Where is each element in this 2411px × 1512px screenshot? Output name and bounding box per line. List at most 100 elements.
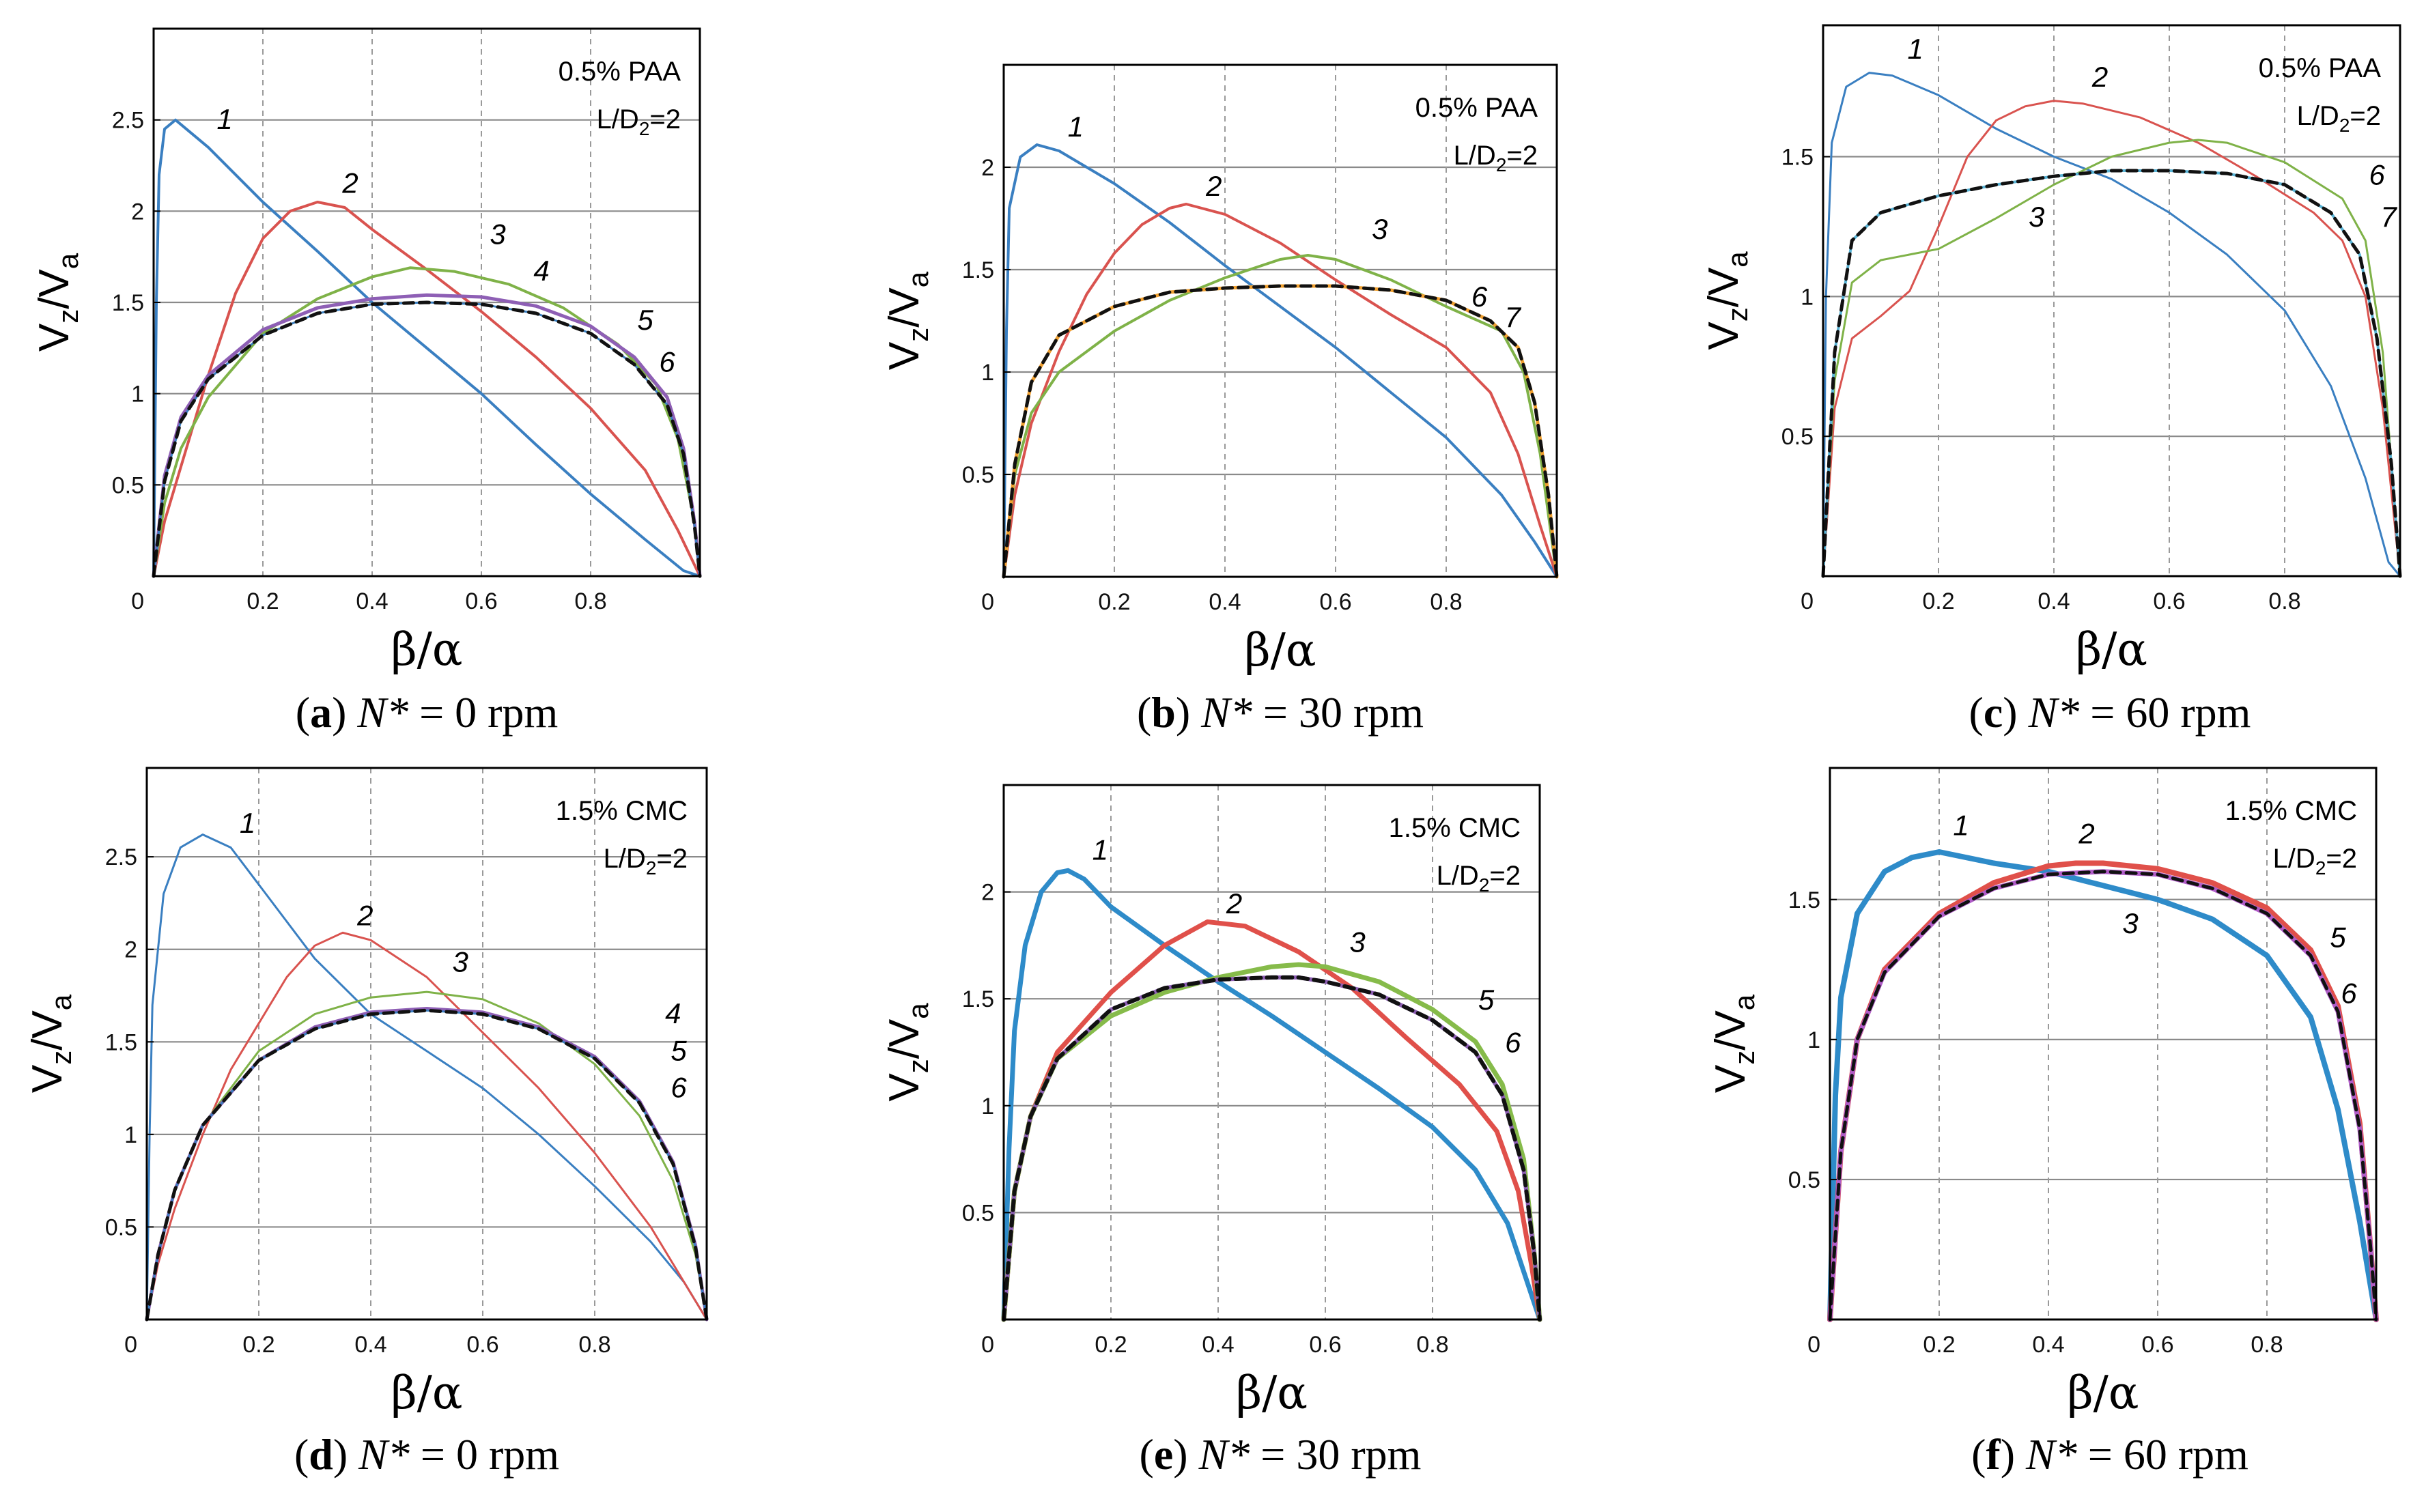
panel-caption: (a) N* = 0 rpm (296, 688, 559, 737)
curve-label: 5 (671, 1034, 687, 1066)
curve-label: 1 (1908, 33, 1923, 65)
curve-label: 6 (2369, 158, 2386, 190)
x-tick-label: 0.2 (246, 588, 279, 614)
series-curve-2 (1002, 203, 1558, 578)
series-curve-6 (152, 300, 702, 578)
chart-panel-f: 1 2 3 5 6 0.5 1 1.5 0 0.2 0.4 0.6 0.8 β/α Vz/Va 1.5% CM… (1707, 767, 2379, 1479)
series-curve-1 (1822, 72, 2401, 577)
curve-label: 6 (659, 346, 675, 378)
axes-frame (1822, 24, 2401, 577)
series-curve-2 (1822, 100, 2401, 577)
x-tick-label: 0.8 (1430, 589, 1462, 615)
series-curve-6 (145, 1008, 709, 1322)
y-axis-label: Vz/Va (1700, 251, 1753, 350)
y-tick-label: 1.5 (1781, 145, 1814, 171)
curve-label: 3 (1372, 213, 1387, 245)
x-axis-label: β/α (1245, 624, 1316, 676)
curve-label: 1 (1953, 809, 1969, 841)
y-tick-label: 1.5 (112, 290, 144, 316)
x-tick-label: 0 (981, 589, 994, 615)
x-tick-label: 0.4 (1202, 1332, 1234, 1358)
series-curve-1 (145, 833, 708, 1321)
x-tick-label: 0.6 (465, 588, 497, 614)
axes-frame (1829, 767, 2378, 1321)
curve-label: 7 (2380, 201, 2397, 233)
x-tick-label: 0.6 (1309, 1332, 1341, 1358)
curve-label: 6 (1471, 281, 1488, 313)
legend-ratio: L/D2=2 (1454, 141, 1538, 175)
plot-area (1823, 25, 2400, 576)
x-tick-label: 0 (124, 1332, 137, 1358)
x-axis-label: β/α (2068, 1367, 2139, 1419)
legend-ratio: L/D2=2 (597, 104, 681, 139)
y-axis-label: Vz/Va (881, 271, 934, 370)
panel-caption: (f) N* = 60 rpm (1971, 1430, 2248, 1479)
curve-label: 1 (1092, 834, 1108, 866)
x-tick-label: 0.6 (466, 1332, 498, 1358)
x-tick-label: 0.8 (2251, 1332, 2283, 1358)
x-tick-label: 0.8 (2268, 588, 2300, 614)
x-tick-label: 0.4 (354, 1332, 386, 1358)
x-tick-label: 0.6 (1319, 589, 1351, 615)
curve-label: 3 (490, 218, 505, 250)
y-tick-label: 0.5 (1788, 1167, 1820, 1193)
panel-caption: (c) N* = 60 rpm (1969, 688, 2251, 737)
y-tick-label: 0.5 (962, 1200, 994, 1226)
x-tick-label: 0.8 (574, 588, 606, 614)
y-tick-label: 2 (131, 199, 144, 225)
y-axis-label: Vz/Va (24, 994, 77, 1093)
legend-ratio: L/D2=2 (604, 844, 688, 879)
legend-fluid: 1.5% CMC (2225, 796, 2357, 826)
curve-label: 6 (671, 1072, 687, 1104)
x-tick-label: 0.2 (242, 1332, 274, 1358)
axes-frame (145, 767, 708, 1321)
y-tick-label: 0.5 (105, 1214, 137, 1240)
series-curve-6 (1828, 870, 2378, 1322)
x-tick-label: 0.4 (356, 588, 388, 614)
curve-label: 3 (1349, 926, 1365, 958)
series-curve-1 (1827, 849, 2379, 1322)
curve-label: 7 (1505, 301, 1522, 333)
x-tick-label: 0.8 (578, 1332, 610, 1358)
panel-caption: (d) N* = 0 rpm (294, 1430, 559, 1479)
y-tick-label: 1 (981, 360, 994, 386)
x-tick-label: 0.2 (1922, 588, 1954, 614)
curve-label: 2 (1226, 887, 1242, 919)
y-tick-label: 1 (1807, 1027, 1820, 1053)
y-tick-label: 1.5 (1788, 887, 1820, 913)
curve-label: 6 (2341, 978, 2357, 1010)
x-tick-label: 0.4 (2038, 588, 2070, 614)
y-tick-label: 1 (131, 382, 144, 408)
x-tick-label: 0.6 (2153, 588, 2185, 614)
legend-ratio: L/D2=2 (1437, 861, 1521, 896)
curve-label: 1 (1068, 111, 1084, 143)
x-axis-label: β/α (2076, 623, 2147, 676)
curve-label: 1 (216, 103, 232, 135)
series-curve-6 (1002, 975, 1542, 1322)
panel-caption: (b) N* = 30 rpm (1137, 688, 1424, 737)
x-tick-label: 0.4 (2032, 1332, 2064, 1358)
y-tick-label: 1 (981, 1094, 994, 1119)
curve-label: 3 (2122, 907, 2138, 939)
chart-panel-e: 1 2 3 56 0.5 1 1.5 2 0 0.2 0.4 0.6 0.8 β/α Vz/Va 1.5% C… (881, 784, 1542, 1479)
series-curve-7 (1002, 284, 1559, 579)
series-curve-7 (1821, 169, 2402, 578)
legend-fluid: 0.5% PAA (2259, 53, 2382, 83)
chart-panel-c: 1 2 3 6 7 0.5 1 1.5 0 0.2 0.4 0.6 0.8 β/α Vz/Va 0.5% PA… (1700, 24, 2402, 737)
curve-label: 2 (1205, 170, 1222, 202)
curve-label: 5 (637, 304, 653, 336)
curve-label: 1 (240, 807, 255, 839)
plot-area (1004, 785, 1540, 1320)
curve-label: 2 (2091, 61, 2108, 93)
y-axis-label: Vz/Va (31, 253, 84, 352)
series-curve-4 (152, 293, 702, 578)
x-tick-label: 0 (131, 588, 144, 614)
curve-label: 5 (2330, 921, 2346, 953)
x-tick-label: 0 (1801, 588, 1814, 614)
series-curve-1 (152, 118, 701, 577)
curve-label: 5 (1478, 984, 1495, 1016)
legend-fluid: 1.5% CMC (556, 796, 688, 826)
curve-label: 2 (341, 167, 358, 199)
y-tick-label: 1.5 (105, 1029, 137, 1055)
